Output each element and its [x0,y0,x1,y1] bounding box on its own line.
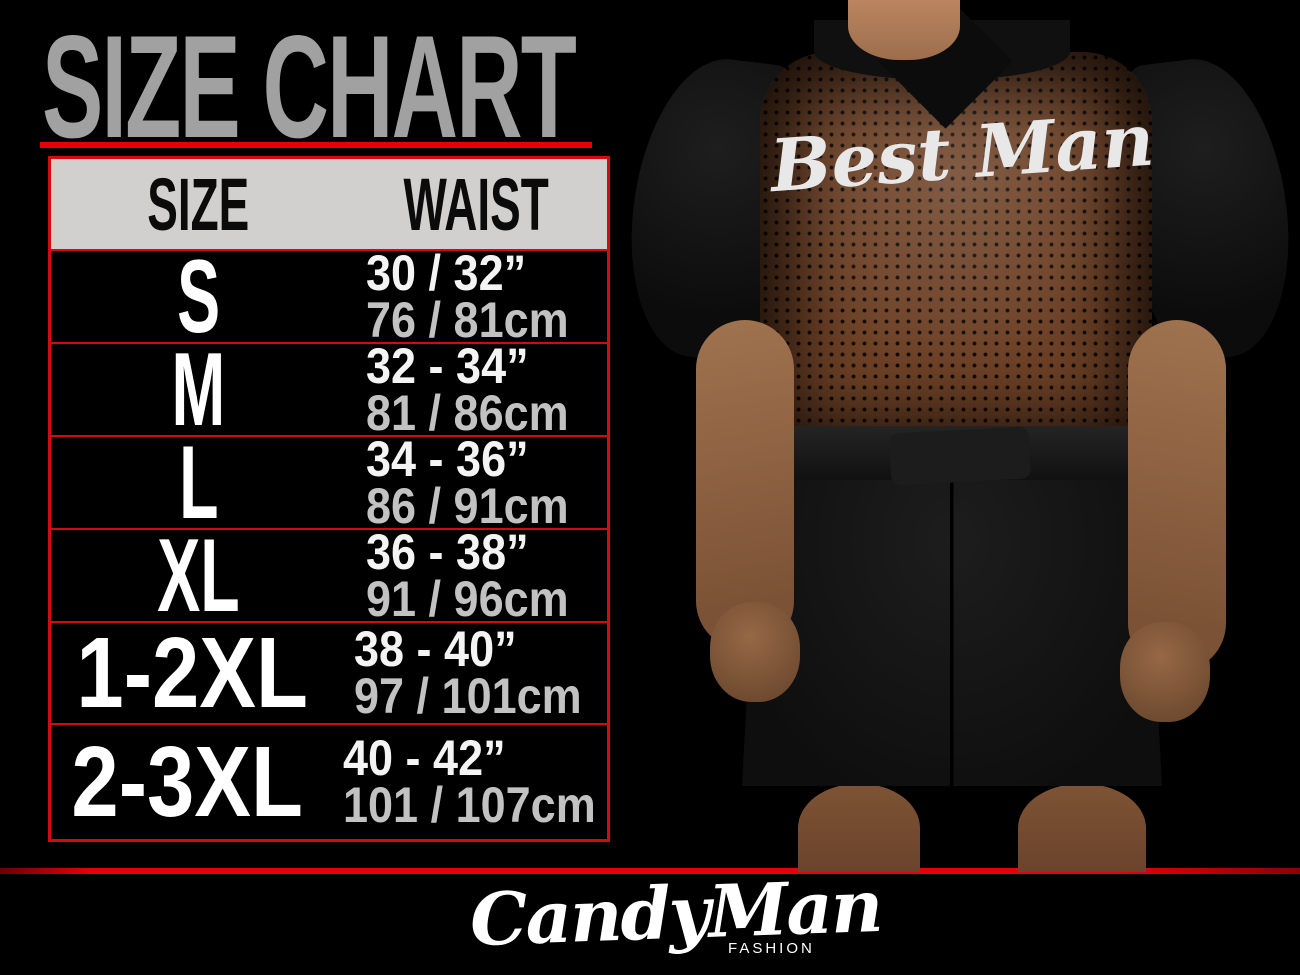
size-cell: 1-2XL [51,623,334,723]
model-leg-left [798,784,920,872]
brand-tagline: FASHION [728,940,815,957]
size-label: 2-3XL [71,726,303,838]
waist-cell: 36 - 38” 91 / 96cm [346,523,607,627]
waist-inches: 30 / 32” [366,244,527,301]
column-header-waist: WAIST [403,162,550,246]
table-header-row: SIZE WAIST [51,159,607,251]
waist-inches: 34 - 36” [366,430,529,487]
table-row: 2-3XL 40 - 42” 101 / 107cm [51,725,607,839]
title-underline [40,142,592,148]
waist-inches: 32 - 34” [366,337,529,394]
model-neck [848,0,960,60]
size-cell: 2-3XL [51,725,323,839]
waist-inches: 36 - 38” [366,523,529,580]
size-label: 1-2XL [76,617,309,729]
size-cell: M [51,338,346,442]
table-row: L 34 - 36” 86 / 91cm [51,430,607,535]
header-cell-size: SIZE [51,159,346,249]
model-hand-right [1120,622,1210,722]
size-cell: XL [51,524,346,628]
size-label: S [176,238,221,355]
waist-cm: 91 / 96cm [366,570,569,627]
size-label: M [171,331,226,448]
size-table: SIZE WAIST S 30 / 32” 76 / 81cm M 32 - 3… [48,156,610,842]
waist-cm: 76 / 81cm [366,291,569,348]
table-row: 1-2XL 38 - 40” 97 / 101cm [51,623,607,725]
waist-cm: 86 / 91cm [366,477,569,534]
column-header-size: SIZE [147,162,250,246]
model-arm-left [696,320,794,650]
table-row: XL 36 - 38” 91 / 96cm [51,523,607,628]
model-hand-left [710,602,800,702]
footer-divider [0,868,1300,874]
model-leg-right [1018,784,1146,872]
waist-cm: 81 / 86cm [366,384,569,441]
size-cell: S [51,245,346,349]
mesh-back-panel [760,52,1152,452]
waist-inches: 38 - 40” [354,621,517,677]
robe-belt-knot [888,426,1032,486]
table-row: S 30 / 32” 76 / 81cm [51,244,607,349]
waist-cell: 40 - 42” 101 / 107cm [323,725,624,839]
waist-inches: 40 - 42” [343,730,506,786]
robe-skirt [742,480,1162,786]
brand-logo: CandyMan [468,862,883,963]
header-cell-waist: WAIST [346,159,607,249]
model-arm-right [1128,320,1226,672]
page-title: SIZE CHART [42,5,577,168]
waist-cell: 30 / 32” 76 / 81cm [346,244,607,348]
size-label: XL [157,517,240,634]
size-label: L [178,424,219,541]
waist-cell: 34 - 36” 86 / 91cm [346,430,607,534]
footer: CandyMan FASHION [0,863,1300,975]
model-photo: Best Man [620,0,1300,872]
table-row: M 32 - 34” 81 / 86cm [51,337,607,442]
waist-cell: 32 - 34” 81 / 86cm [346,337,607,441]
size-cell: L [51,431,346,535]
waist-cell: 38 - 40” 97 / 101cm [334,623,607,723]
waist-cm: 101 / 107cm [343,777,597,833]
waist-cm: 97 / 101cm [354,668,582,724]
